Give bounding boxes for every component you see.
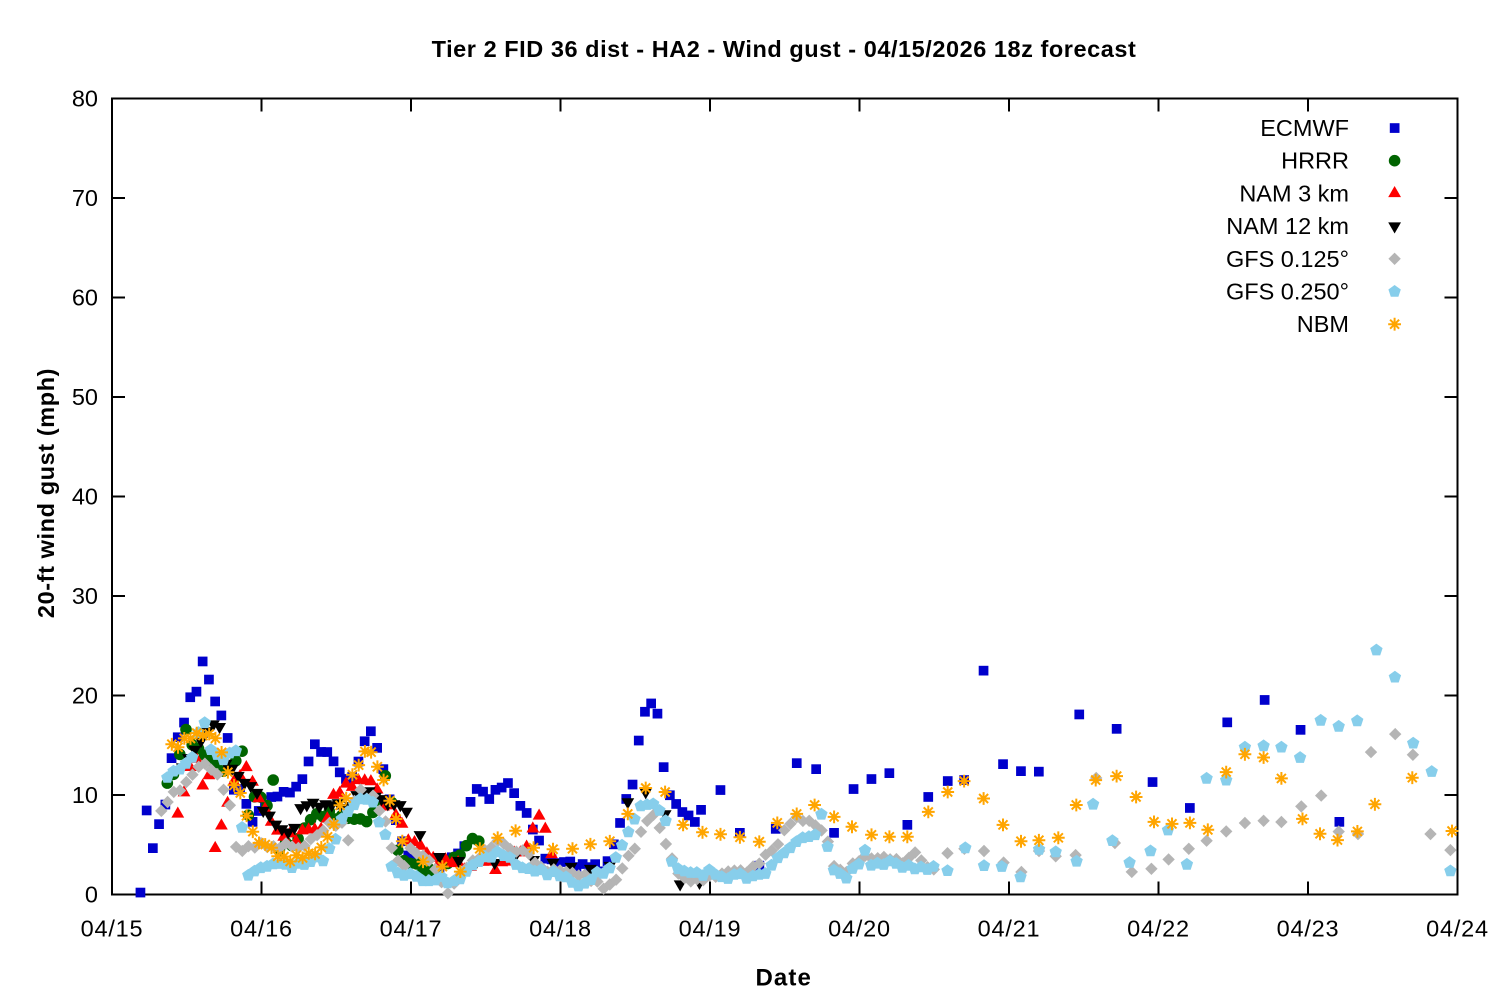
svg-text:04/23: 04/23 [1277,916,1340,942]
svg-text:10: 10 [72,782,98,808]
svg-text:HRRR: HRRR [1281,148,1349,174]
svg-text:04/24: 04/24 [1426,916,1489,942]
svg-text:NAM 3 km: NAM 3 km [1239,180,1349,206]
svg-text:04/18: 04/18 [529,916,592,942]
svg-text:0: 0 [85,882,98,908]
svg-text:60: 60 [72,285,98,311]
svg-text:Date: Date [755,965,811,992]
svg-text:50: 50 [72,384,98,410]
svg-text:30: 30 [72,583,98,609]
svg-text:04/15: 04/15 [81,916,144,942]
svg-text:20: 20 [72,683,98,709]
svg-text:04/16: 04/16 [230,916,293,942]
svg-text:04/20: 04/20 [828,916,891,942]
svg-text:GFS 0.250°: GFS 0.250° [1226,279,1349,305]
svg-text:GFS 0.125°: GFS 0.125° [1226,246,1349,272]
svg-text:NAM 12 km: NAM 12 km [1226,213,1349,239]
svg-text:ECMWF: ECMWF [1260,115,1349,141]
svg-text:Tier 2 FID 36 dist - HA2 - Win: Tier 2 FID 36 dist - HA2 - Wind gust - 0… [432,36,1137,62]
svg-text:20-ft wind gust (mph): 20-ft wind gust (mph) [33,368,59,618]
svg-text:80: 80 [72,86,98,112]
svg-text:NBM: NBM [1297,311,1349,337]
svg-text:04/21: 04/21 [978,916,1041,942]
svg-text:40: 40 [72,484,98,510]
svg-text:04/22: 04/22 [1127,916,1190,942]
svg-text:70: 70 [72,185,98,211]
svg-text:04/17: 04/17 [380,916,443,942]
svg-text:04/19: 04/19 [679,916,742,942]
